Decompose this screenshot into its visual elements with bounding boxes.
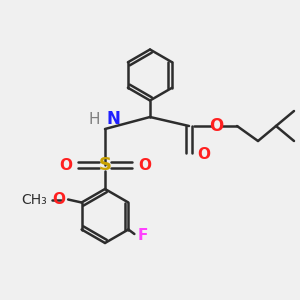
Text: O: O	[52, 192, 65, 207]
Text: O: O	[209, 117, 223, 135]
Text: H: H	[89, 112, 100, 127]
Text: CH₃: CH₃	[21, 193, 47, 206]
Text: N: N	[106, 110, 120, 128]
Text: F: F	[137, 228, 148, 243]
Text: O: O	[59, 158, 72, 172]
Text: O: O	[138, 158, 151, 172]
Text: O: O	[197, 147, 210, 162]
Text: S: S	[98, 156, 112, 174]
